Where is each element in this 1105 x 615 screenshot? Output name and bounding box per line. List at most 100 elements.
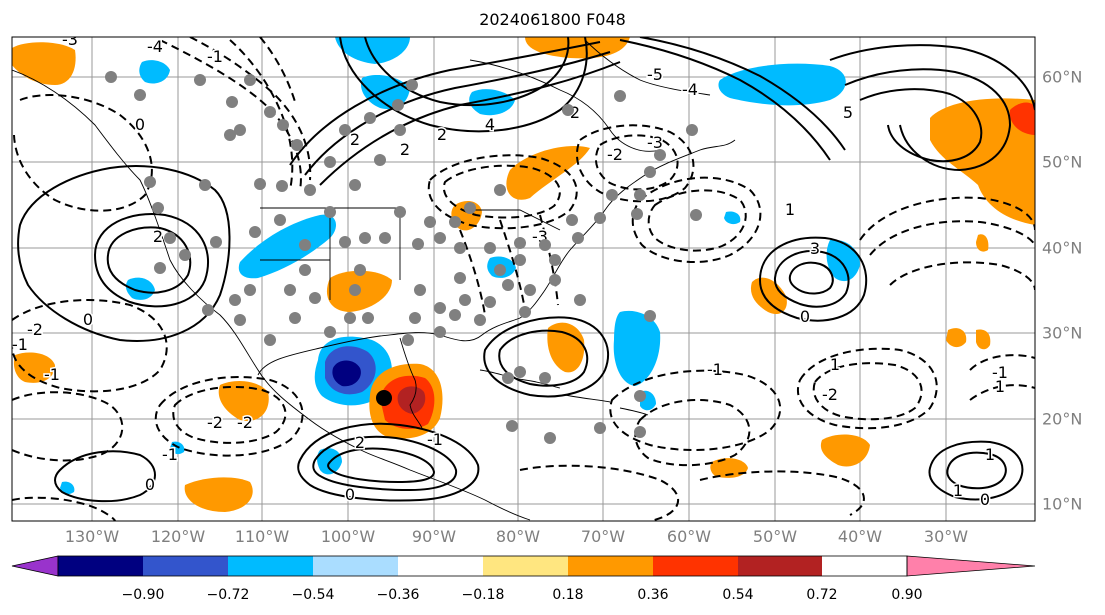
station-marker (406, 79, 418, 91)
colorbar-cell (738, 556, 822, 576)
station-marker (210, 236, 222, 248)
station-marker (539, 239, 551, 251)
station-marker (309, 292, 321, 304)
station-marker (234, 124, 246, 136)
longitude-label: 100°W (320, 527, 376, 546)
longitude-label: 120°W (150, 527, 206, 546)
station-marker (434, 326, 446, 338)
station-marker (544, 432, 556, 444)
latitude-label: 60°N (1042, 67, 1083, 87)
station-marker (324, 326, 336, 338)
station-marker (494, 184, 506, 196)
colorbar-cell (483, 556, 568, 576)
colorbar-tick-label: 0.72 (806, 587, 838, 603)
longitude-label: 70°W (580, 527, 626, 546)
colorbar-tick-label: 0.54 (722, 587, 754, 603)
station-marker (484, 242, 496, 254)
station-marker (134, 89, 146, 101)
contour-label: -2 (822, 385, 838, 404)
colorbar-cell (398, 556, 483, 576)
station-marker (514, 237, 526, 249)
contour-label: -1 (427, 430, 443, 449)
station-marker (409, 312, 421, 324)
colorbar-cell (228, 556, 313, 576)
station-marker (291, 139, 303, 151)
station-marker (362, 312, 374, 324)
contour-label: 0 (83, 310, 93, 329)
contour-label: -2 (607, 145, 623, 164)
station-marker (324, 206, 336, 218)
colorbar-frame (57, 555, 908, 577)
station-marker (324, 156, 336, 168)
station-marker (349, 284, 361, 296)
contour-label: -2 (207, 413, 223, 432)
station-marker (424, 216, 436, 228)
station-marker (264, 106, 276, 118)
colorbar-tick-label: −0.36 (376, 587, 420, 603)
station-marker (344, 312, 356, 324)
contour-label: 0 (980, 490, 990, 509)
station-marker (349, 179, 361, 191)
shading-navy-gulf (332, 360, 361, 387)
latitude-label: 10°N (1042, 494, 1083, 514)
station-marker (594, 212, 606, 224)
station-marker (502, 372, 514, 384)
station-marker (414, 284, 426, 296)
latitude-label: 30°N (1042, 323, 1083, 343)
station-marker (594, 422, 606, 434)
station-marker (179, 249, 191, 261)
longitude-label: 110°W (234, 527, 290, 546)
station-marker (359, 232, 371, 244)
station-marker (644, 166, 656, 178)
station-marker (459, 294, 471, 306)
station-marker (412, 238, 424, 250)
longitude-label: 60°W (666, 527, 712, 546)
station-markers (105, 71, 702, 444)
colorbar-cell (143, 556, 228, 576)
station-marker (614, 90, 626, 102)
map-title: 2024061800 F048 (479, 10, 626, 29)
station-marker (374, 154, 386, 166)
station-marker (562, 104, 574, 116)
storm-center-marker (376, 390, 392, 406)
station-marker (454, 272, 466, 284)
station-marker (566, 214, 578, 226)
station-marker (354, 264, 366, 276)
station-marker (484, 296, 496, 308)
station-marker (506, 420, 518, 432)
station-marker (634, 426, 646, 438)
contour-label: 4 (485, 115, 495, 134)
contour-label: 1 (830, 355, 840, 374)
colorbar-arrow-high (906, 555, 1036, 577)
station-marker (226, 96, 238, 108)
map-frame (11, 36, 1036, 522)
colorbar-tick-label: −0.54 (291, 587, 335, 603)
station-marker (274, 214, 286, 226)
contour-label: -2 (27, 320, 43, 339)
contour-label: 2 (355, 433, 365, 452)
station-marker (631, 208, 643, 220)
colorbar-cell (568, 556, 653, 576)
station-marker (144, 176, 156, 188)
colorbar-tick-label: −0.18 (461, 587, 505, 603)
station-marker (464, 202, 476, 214)
station-marker (202, 304, 214, 316)
longitude-label: 30°W (923, 527, 969, 546)
contour-label: -1 (162, 445, 178, 464)
station-marker (454, 242, 466, 254)
station-marker (539, 372, 551, 384)
colorbar-cell (58, 556, 143, 576)
contour-label: -1 (12, 335, 28, 354)
contours (17, 37, 1035, 503)
station-marker (644, 310, 656, 322)
station-marker (654, 149, 666, 161)
contour-label: -5 (647, 65, 663, 84)
contour-label: 0 (145, 475, 155, 494)
contour-label: -3 (647, 133, 663, 152)
contour-label: 1 (953, 481, 963, 500)
station-marker (449, 309, 461, 321)
contour-label: 2 (153, 227, 163, 246)
contour-label: 1 (985, 445, 995, 464)
latitude-label: 20°N (1042, 409, 1083, 429)
